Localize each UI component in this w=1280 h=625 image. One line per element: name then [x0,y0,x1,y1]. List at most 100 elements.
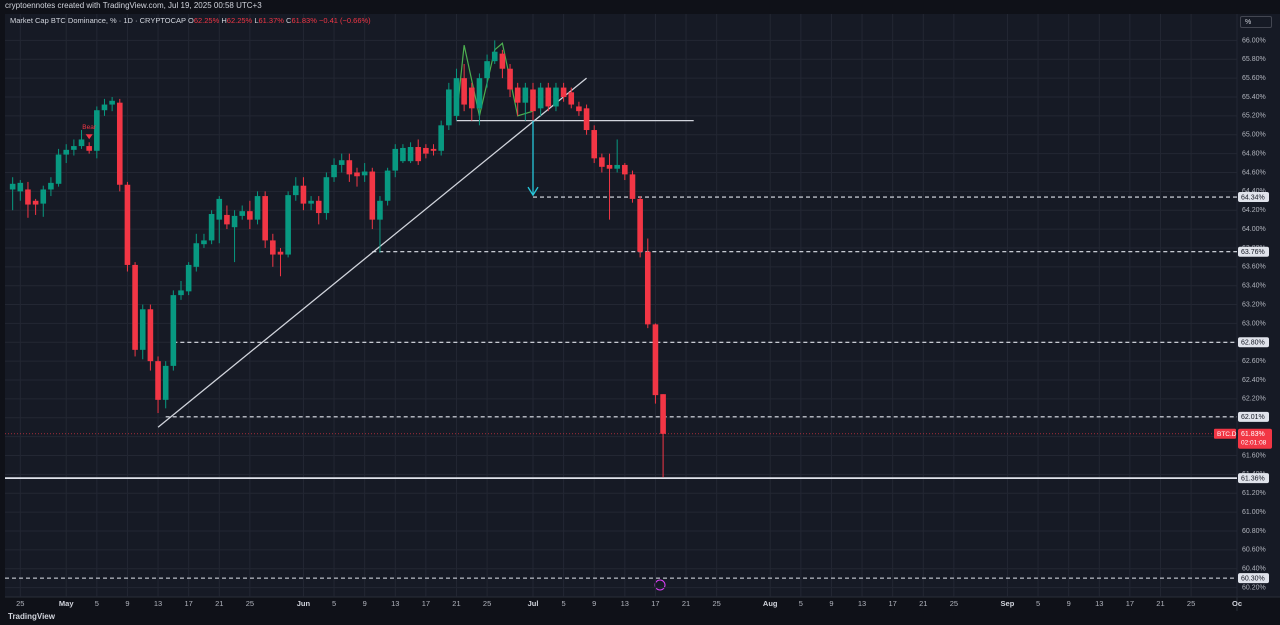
candle-body [9,183,16,190]
ohlc-value: 61.83% [291,16,317,25]
level-badge [1238,411,1269,422]
x-tick-label: 9 [1067,599,1071,608]
y-tick-label: 66.00% [1242,37,1266,44]
price-axis [1237,14,1280,597]
candle-body [71,146,77,150]
candle-body [476,78,483,109]
candle-body [254,196,261,220]
level-badge [1238,192,1269,203]
x-tick-label: 17 [422,599,430,608]
x-tick-label: 13 [621,599,629,608]
x-tick-label: 13 [391,599,399,608]
candle-body [553,87,559,107]
candle-body [17,182,24,192]
header: cryptoennotes created with TradingView.c… [5,1,262,10]
candle-body [622,164,628,175]
level-label: 62.80% [1241,340,1265,347]
x-tick-label: 5 [1036,599,1040,608]
level-label: 64.34% [1241,194,1265,201]
ohlc-prefix: O [187,16,194,25]
y-tick-label: 64.00% [1242,226,1266,233]
y-tick-label: 63.40% [1242,283,1266,290]
arrow-head [527,186,539,197]
y-tick-label: 65.60% [1242,75,1266,82]
candle-body [170,295,177,366]
level-label: 60.30% [1241,575,1265,582]
candle-body [346,160,353,175]
candle-body [514,87,521,103]
last-price-badge [1238,428,1272,449]
last-price-label: 61.83% [1241,431,1265,438]
x-tick-label: Jun [297,599,311,608]
y-tick-label: 61.20% [1242,490,1266,497]
x-tick-label: 5 [332,599,336,608]
candle-body [400,147,406,162]
candle-body [599,157,605,167]
candle-body [338,160,345,165]
x-tick-label: 21 [682,599,690,608]
x-tick-label: 5 [799,599,803,608]
candle-body [537,87,544,109]
ohlc-value: 62.25% [193,16,220,25]
candle-body [384,170,391,201]
ohlc-value: 62.25% [226,16,253,25]
candle-body [423,147,429,154]
candle-body [292,185,299,196]
candle-body [652,324,659,396]
x-tick-label: 9 [363,599,367,608]
candle-body [178,290,184,296]
candle-body [484,61,490,79]
x-tick-label: 25 [1187,599,1195,608]
y-tick-label: 65.40% [1242,94,1266,101]
candle-body [629,174,636,199]
candle-body [124,184,131,265]
y-tick-label: 63.20% [1242,301,1266,308]
candle-body [63,149,70,155]
candle-body [660,394,666,434]
level-badge [1238,473,1269,484]
candle-body [614,164,620,169]
candle-body [323,177,330,214]
candle-body [155,361,161,400]
ohlc-value: −0.41 (−0.66%) [318,16,371,25]
legend: Market Cap BTC Dominance, % · 1D · CRYPT… [10,16,371,25]
candle-body [545,87,552,107]
y-tick-label: 64.20% [1242,207,1266,214]
y-tick-label: 63.00% [1242,320,1266,327]
candle-body [277,251,284,255]
level-label: 62.01% [1241,414,1265,421]
candle-body [32,200,39,205]
x-tick-label: 5 [95,599,99,608]
candle-body [231,215,238,228]
x-tick-label: 9 [829,599,833,608]
x-tick-label: 17 [1126,599,1134,608]
candle-body [591,130,598,159]
x-tick-label: Oc [1232,599,1242,608]
x-tick-label: Aug [763,599,778,608]
ohlc-prefix: H [221,16,227,25]
ohlc-prefix: C [286,16,292,25]
candle-body [48,182,54,190]
unit-button[interactable]: % [1240,16,1272,28]
ohlc: O62.25% H62.25% L61.37% C61.83% −0.41 (−… [188,16,371,25]
y-tick-label: 61.60% [1242,452,1266,459]
candle-body [522,87,529,103]
logo[interactable]: TradingView [8,612,55,621]
y-tick-label: 65.80% [1242,56,1266,63]
candle-body [25,189,31,205]
level-badge [1238,337,1269,348]
candle-body [208,213,215,241]
candle-body [568,92,575,105]
candle-body [262,196,268,241]
candle-body [86,146,92,151]
candle-body [361,171,368,176]
candle-body [407,147,414,162]
candle-body [392,148,399,171]
candle-body [644,251,651,325]
x-tick-label: Jul [528,599,539,608]
candle-body [300,185,307,204]
candle-body [40,189,47,204]
candle-body [560,87,567,98]
candle-body [109,100,115,105]
x-tick-label: 5 [562,599,566,608]
